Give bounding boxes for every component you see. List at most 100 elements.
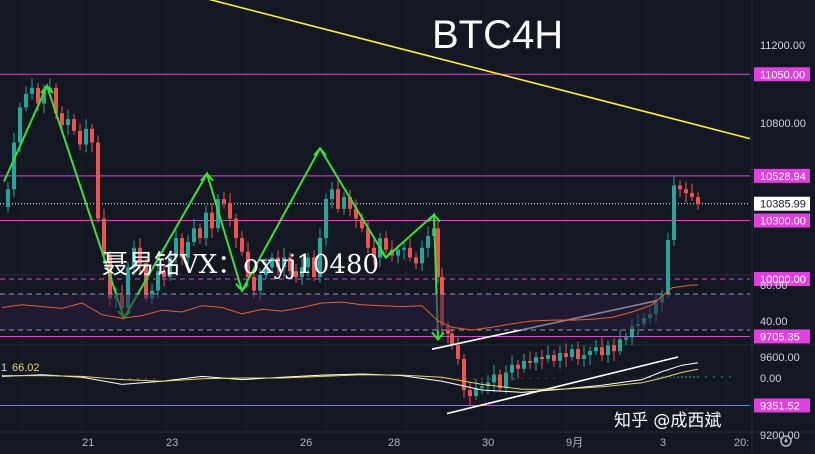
candle-body [90,128,94,143]
candle-body [24,93,28,108]
price-tick-label: 10800.00 [760,118,806,130]
rsi-tick-label: 40.00 [760,316,788,328]
price-axis[interactable]: 11600.0011200.0010800.0010000.009600.009… [754,0,810,442]
candle-body [102,218,106,256]
candle-body [606,345,610,356]
candle-body [690,193,694,198]
candle-body [252,277,256,291]
yellow-trendline [208,0,751,140]
candle-body [564,353,568,357]
candle-body [204,212,208,239]
candle-body [480,386,484,389]
zigzag-arrow [40,84,54,94]
candle-body [66,119,70,125]
level-tag-bg [754,329,810,344]
candle-body [162,271,166,278]
rsi-tick-label: 80.00 [760,280,788,292]
candle-body [528,360,532,363]
candle-body [36,87,40,104]
candle-body [126,267,130,309]
current-price-tag-label: 10385.99 [760,199,806,211]
candle-body [384,238,388,250]
candle-body [402,247,406,250]
price-tick-label: 9200.00 [760,430,800,442]
candle-body [156,271,160,291]
level-tag-bg [754,168,810,183]
macd-tick-label: 0.00 [760,373,781,385]
candle-body [294,271,298,278]
candle-body [210,212,214,229]
candle-body [324,199,328,239]
candle-body [534,357,538,363]
candle-body [396,249,400,256]
macd-value: 66.02 [12,362,40,374]
candle-body [588,351,592,356]
candle-body [582,355,586,359]
zigzag-arrow [379,249,393,260]
candle-body [96,142,100,219]
candle-body [474,388,478,396]
candle-body [276,257,280,268]
candle-body [612,345,616,352]
candle-body [270,257,274,268]
candle-body [42,91,46,104]
time-tick-label: 30 [482,437,494,449]
rsi-line [1,284,698,331]
candle-body [348,197,352,209]
candle-body [228,202,232,219]
candle-body [600,347,604,356]
candle-body [522,360,526,369]
candle-body [318,238,322,278]
level-tag-label: 10300.00 [760,216,806,228]
candle-body [30,87,34,94]
candle-body [594,347,598,352]
level-tag-bg [754,213,810,228]
candle-body [54,87,58,114]
candle-body [462,358,466,391]
zigzag-arrow [427,213,441,223]
time-tick-label: 3 [660,437,666,449]
candle-body [552,355,556,361]
candle-body [138,247,142,264]
credit-text: 知乎 @成西斌 [614,411,721,431]
candle-body [666,240,670,295]
time-axis[interactable]: 21 23 26 28 30 9月 3 20: [82,437,749,449]
candle-body [558,353,562,361]
candle-body [456,345,460,359]
candle-body [672,185,676,240]
candle-body [12,142,16,190]
candle-body [516,364,520,369]
candle-body [342,197,346,209]
candle-body [264,267,268,276]
rsi-band-fill [0,294,750,330]
candle-body [414,257,418,264]
candle-body [504,372,508,389]
price-tick-label: 9600.00 [760,352,800,364]
candle-body [258,275,262,291]
level-tag-label: 10528.94 [760,171,806,183]
candle-body [336,189,340,209]
level-tag-bg [754,398,810,413]
candle-body [198,228,202,239]
time-tick-label: 20: [734,437,749,449]
zigzag-arrow [313,146,327,157]
candle-body [72,119,76,131]
level-tag-bg [754,67,810,82]
candle-body [450,333,454,346]
candle-body [696,197,700,204]
time-tick-label: 21 [82,437,94,449]
candle-body [84,128,88,145]
candle-body [546,355,550,359]
candle-body [240,238,244,252]
candle-body [540,357,544,359]
candle-body [192,228,196,242]
chart-title: BTC4H [432,13,563,57]
watermark-text: 聂易铭VX：oxyj10480 [102,250,379,280]
settings-gear-icon[interactable] [780,435,792,447]
macd-pane [1,362,731,393]
zigzag-arrow [200,172,214,182]
candle-body [222,199,226,203]
candle-body [498,374,502,389]
candle-body [312,257,316,278]
time-tick-label: 28 [388,437,400,449]
